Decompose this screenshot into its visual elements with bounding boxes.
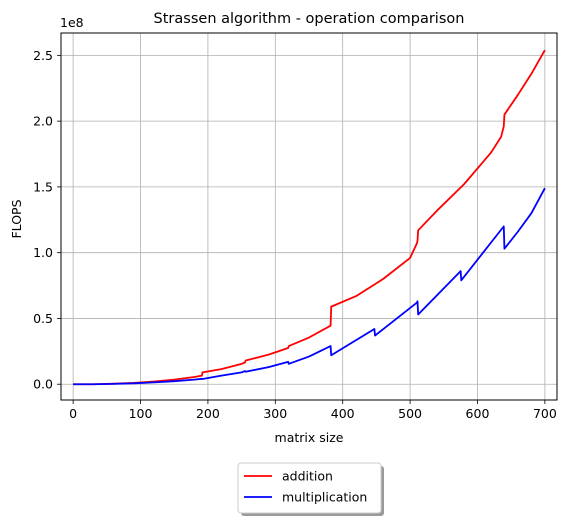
series-lines — [73, 49, 546, 386]
y-tick-label: 0.0 — [33, 377, 53, 392]
x-tick-label: 300 — [263, 406, 287, 421]
y-tick-label: 0.5 — [33, 311, 53, 326]
plot-area-frame — [60, 32, 558, 401]
x-tick-label: 500 — [398, 406, 422, 421]
chart-title: Strassen algorithm - operation compariso… — [154, 11, 465, 27]
y-axis-label: FLOPS — [9, 199, 24, 238]
legend-box — [237, 462, 382, 514]
x-tick-label: 0 — [69, 406, 77, 421]
x-tick-label: 200 — [196, 406, 220, 421]
legend: addition multiplication — [237, 462, 384, 516]
series-line-addition — [73, 49, 546, 386]
x-axis-ticks: 0 100 200 300 400 500 600 700 — [69, 400, 557, 421]
y-axis-scale-label: 1e8 — [60, 15, 84, 30]
legend-label-multiplication: multiplication — [282, 490, 367, 505]
y-tick-label: 1.0 — [33, 245, 53, 260]
y-tick-label: 1.5 — [33, 179, 53, 194]
x-axis-label: matrix size — [275, 430, 344, 445]
legend-label-addition: addition — [282, 469, 333, 484]
series-line-multiplication — [73, 187, 546, 386]
x-tick-label: 600 — [466, 406, 490, 421]
x-tick-label: 700 — [533, 406, 557, 421]
y-axis-ticks: 0.0 0.5 1.0 1.5 2.0 2.5 — [33, 48, 61, 392]
y-tick-label: 2.0 — [33, 114, 53, 129]
x-tick-label: 100 — [129, 406, 153, 421]
x-tick-label: 400 — [331, 406, 355, 421]
grid-lines — [61, 33, 557, 400]
y-tick-label: 2.5 — [33, 48, 53, 63]
